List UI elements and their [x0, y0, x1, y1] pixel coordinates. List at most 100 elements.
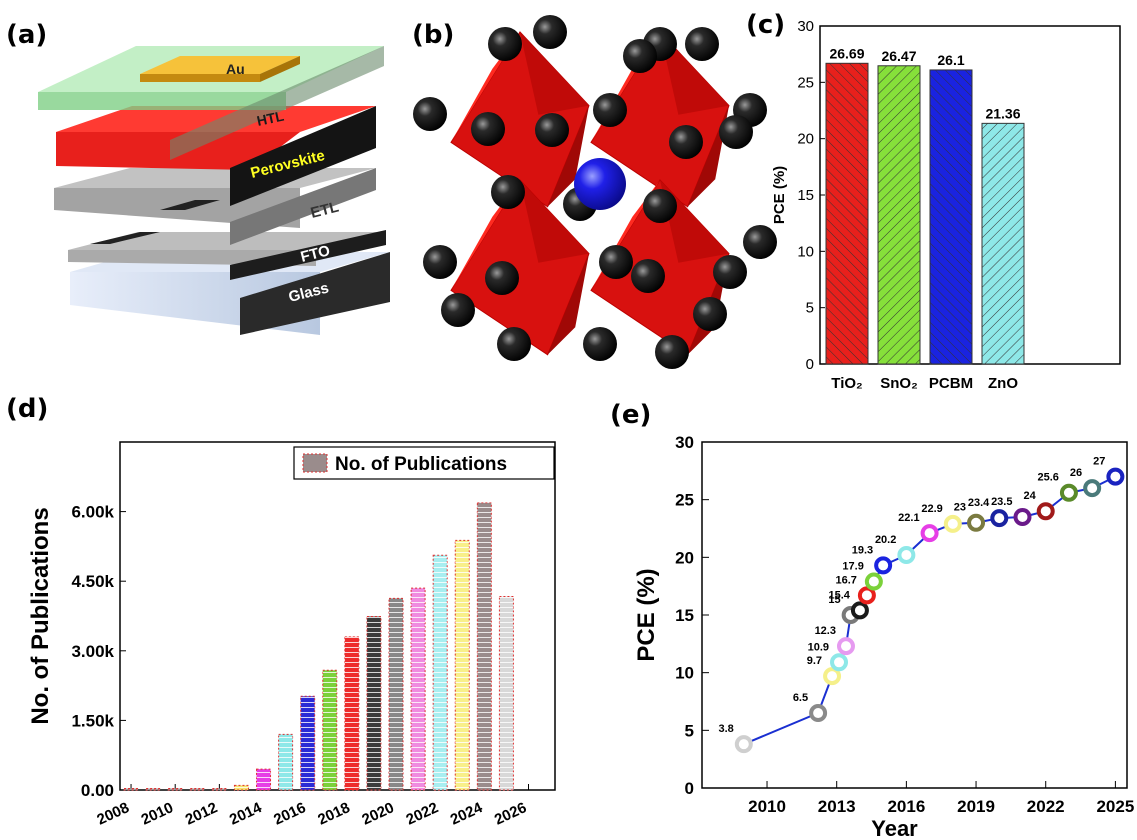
octahedron-3	[450, 179, 590, 356]
perovskite-layer	[56, 106, 376, 206]
x-site-anion-sphere	[685, 27, 719, 61]
x-site-anion-sphere	[643, 189, 677, 223]
data-point-10	[897, 546, 916, 565]
data-label: 23.4	[968, 497, 990, 509]
y-tick-label: 0.00	[81, 781, 114, 800]
panel-label-e: (e)	[610, 400, 652, 430]
plot-frame	[119, 441, 556, 791]
data-point-16	[1036, 502, 1055, 521]
panel-label-b: (b)	[412, 20, 455, 50]
data-label: 20.2	[875, 534, 896, 546]
data-label: 27	[1093, 456, 1105, 468]
data-point-9	[874, 556, 893, 575]
data-label: 22.1	[898, 512, 919, 524]
bar-2011	[189, 788, 205, 791]
data-point-0	[734, 735, 753, 754]
bar-hatch	[477, 502, 492, 790]
data-point-12	[943, 514, 962, 533]
y-axis-label: PCE (%)	[771, 166, 788, 224]
bar-hatch	[499, 596, 514, 790]
data-point-8	[864, 572, 883, 591]
data-label: 22.9	[921, 503, 942, 515]
x-tick-label: 2013	[818, 797, 856, 816]
bar-hatch	[278, 734, 293, 790]
data-point-15	[1013, 507, 1032, 526]
data-point-4	[836, 637, 855, 656]
bar-2009	[145, 788, 161, 791]
x-site-anion-sphere	[491, 175, 525, 209]
y-tick-label: 30	[797, 18, 814, 35]
data-label: 25.6	[1038, 472, 1059, 484]
bar-hatch	[300, 696, 315, 790]
x-site-anion-sphere	[669, 125, 703, 159]
octahedron-face	[451, 180, 520, 291]
y-tick-label: 1.50k	[71, 711, 114, 730]
x-site-anion-sphere	[441, 293, 475, 327]
y-axis-label: PCE (%)	[633, 568, 660, 661]
y-tick-label: 5	[685, 721, 694, 740]
y-tick-label: 20	[675, 548, 694, 567]
x-tick-label: 2014	[227, 799, 265, 829]
data-label: 16.7	[835, 574, 856, 586]
perovskite-crystal-structure	[413, 15, 777, 369]
x-site-anion-sphere	[599, 245, 633, 279]
x-tick-label: 2010	[748, 797, 786, 816]
bar-1	[877, 65, 921, 365]
data-point-17	[1059, 483, 1078, 502]
data-label: 24	[1023, 490, 1036, 502]
chart-d-publications: 0.00 1.50k 3.00k 4.50k 6.00k No. of Publicati…	[27, 441, 556, 829]
data-label: 10.9	[808, 641, 829, 653]
x-site-anion-sphere	[593, 93, 627, 127]
y-axis-label: No. of Publications	[27, 507, 54, 724]
bar-2010	[167, 788, 183, 791]
y-tick-label: 0	[806, 356, 814, 373]
x-tick-label: 2022	[1027, 797, 1065, 816]
data-point-3	[830, 653, 849, 672]
x-axis-label: Year	[871, 816, 918, 840]
x-category-label: ZnO	[988, 375, 1018, 392]
data-point-2	[823, 667, 842, 686]
y-tick-label: 15	[675, 606, 694, 625]
x-tick-label: 2019	[957, 797, 995, 816]
bar-2012	[211, 788, 227, 791]
bar-hatch	[234, 785, 249, 790]
data-point-19	[1106, 467, 1125, 486]
bar-hatch	[322, 670, 337, 790]
bar-hatch	[366, 616, 381, 790]
x-tick-label: 2010	[139, 799, 176, 829]
data-label: 23	[954, 502, 966, 514]
y-tick-label: 30	[675, 433, 694, 452]
x-tick-label: 2012	[183, 799, 220, 829]
octahedron-face	[660, 32, 729, 115]
x-tick-label: 2025	[1096, 797, 1134, 816]
y-tick-label: 0	[685, 779, 694, 798]
x-tick-label: 2016	[887, 797, 925, 816]
device-stack-diagram: Au HTL Perovskite ETL FTO Glass	[38, 46, 390, 335]
x-tick-label: 2024	[448, 799, 486, 829]
data-label: 19.3	[852, 544, 873, 556]
panel-label-d: (d)	[6, 394, 49, 424]
data-point-18	[1083, 479, 1102, 498]
bar-hatch	[256, 769, 271, 790]
y-tick-label: 20	[797, 131, 814, 148]
x-site-anion-sphere	[631, 259, 665, 293]
panel-label-a: (a)	[6, 20, 48, 50]
htl-label: HTL	[255, 108, 285, 129]
data-point-7	[857, 586, 876, 605]
bar-hatch	[344, 636, 359, 790]
x-site-anion-sphere	[533, 15, 567, 49]
x-site-anion-sphere	[693, 297, 727, 331]
octahedron-face	[660, 180, 729, 263]
x-tick-label: 2022	[404, 799, 441, 829]
bar-hatch	[411, 588, 426, 790]
x-site-anion-sphere	[583, 327, 617, 361]
y-tick-label: 4.50k	[71, 572, 114, 591]
x-tick-label: 2026	[492, 799, 529, 829]
octahedron-face	[520, 32, 589, 115]
data-point-13	[967, 513, 986, 532]
x-site-anion-sphere	[713, 255, 747, 289]
x-site-anion-sphere	[413, 97, 447, 131]
data-point-1	[809, 704, 828, 723]
data-label: 26	[1070, 467, 1082, 479]
